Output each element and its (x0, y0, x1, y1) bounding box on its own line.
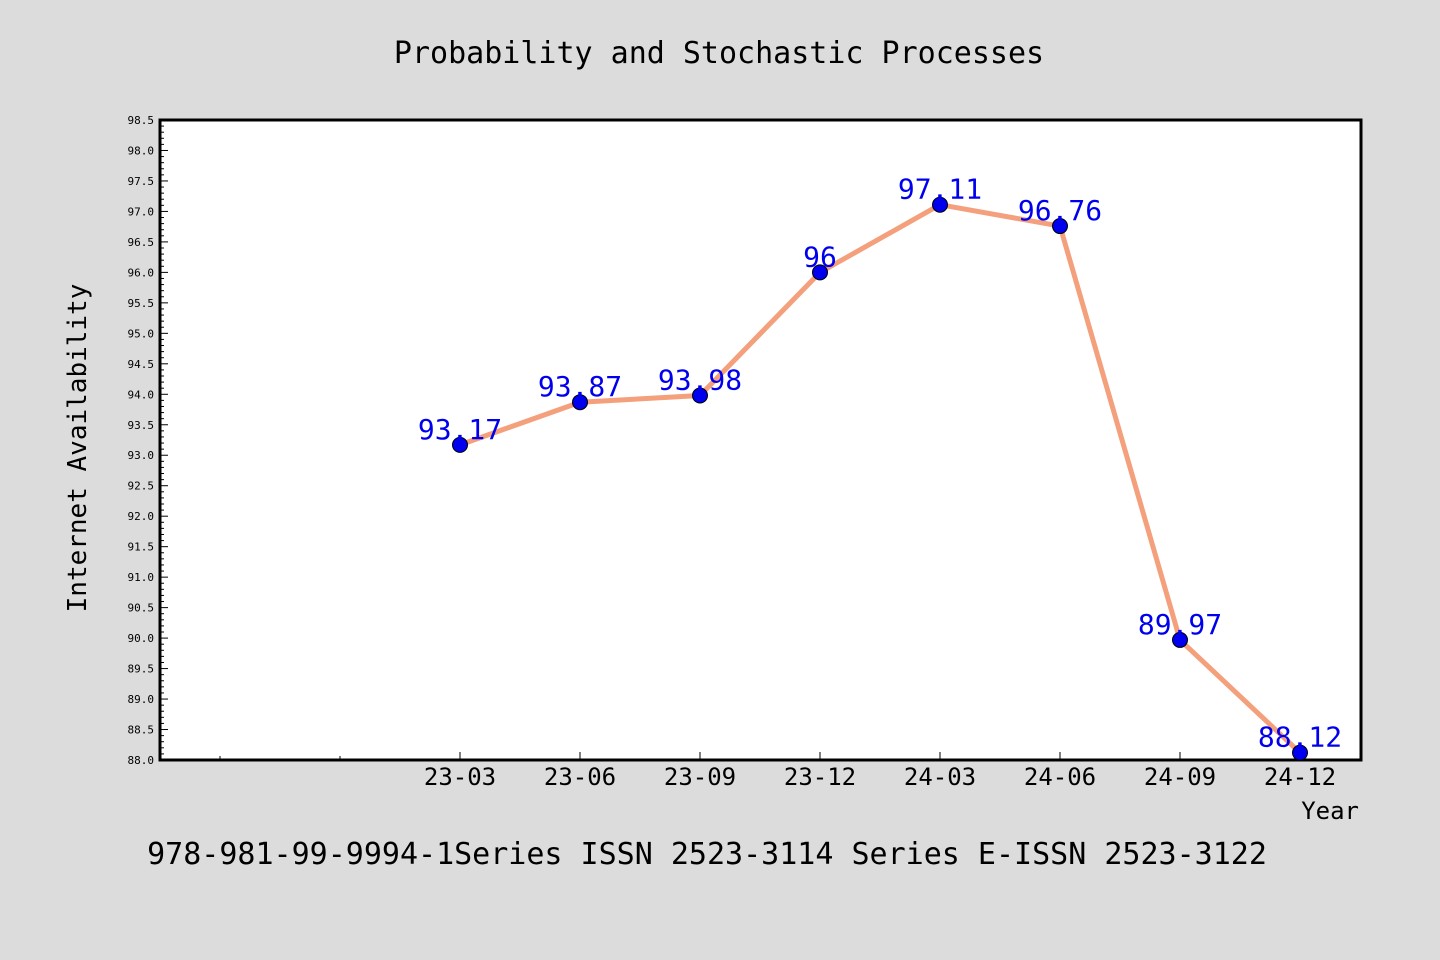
data-series: 93.17 93.87 93.98 96 97.11 96.76 89.97 88.12 (418, 173, 1342, 761)
series-line (459, 202, 1302, 755)
y-tick-label: 94.0 (128, 388, 155, 401)
data-label: 93.98 (658, 364, 742, 397)
x-tick-label: 23-12 (784, 763, 856, 791)
y-tick-label: 88.0 (128, 754, 155, 767)
x-tick-label: 23-06 (544, 763, 616, 791)
y-tick-label: 93.5 (128, 419, 155, 432)
y-tick-label: 95.5 (128, 297, 155, 310)
y-tick-label: 92.0 (128, 510, 155, 523)
y-tick-label: 90.0 (128, 632, 155, 645)
x-tick-label: 24-03 (904, 763, 976, 791)
y-tick-label: 97.5 (128, 175, 155, 188)
data-label: 93.87 (538, 370, 622, 403)
y-tick-label: 92.5 (128, 480, 155, 493)
data-label: 88.12 (1258, 721, 1342, 754)
data-point (1052, 218, 1068, 235)
y-axis: 88.0 88.5 89.0 89.5 90.0 90.5 91.0 91.5 92.0 92.5… (128, 114, 168, 767)
y-tick-label: 91.0 (128, 571, 155, 584)
x-tick-label: 24-09 (1144, 763, 1216, 791)
data-label: 96.76 (1018, 194, 1102, 227)
chart-title: Probability and Stochastic Processes (394, 36, 1044, 71)
data-point (1172, 631, 1188, 648)
footer-text: 978-981-99-9994-1Series ISSN 2523-3114 S… (147, 837, 1267, 872)
x-tick-label: 23-03 (424, 763, 496, 791)
y-tick-label: 94.5 (128, 358, 155, 371)
y-tick-label: 89.0 (128, 693, 155, 706)
y-tick-label: 96.5 (128, 236, 155, 249)
y-tick-label: 93.0 (128, 449, 155, 462)
data-point (692, 387, 708, 404)
y-tick-label: 89.5 (128, 663, 155, 676)
x-tick-label: 24-12 (1264, 763, 1336, 791)
y-tick-label: 96.0 (128, 266, 155, 279)
y-tick-label: 98.0 (128, 144, 155, 157)
y-tick-label: 95.0 (128, 327, 155, 340)
data-point (1292, 744, 1308, 761)
data-point (932, 196, 948, 213)
x-axis-label: Year (1301, 797, 1359, 825)
y-axis-label: Internet Availability (63, 284, 93, 613)
data-label: 96 (803, 240, 837, 273)
x-tick-label: 23-09 (664, 763, 736, 791)
data-label: 89.97 (1138, 608, 1222, 641)
data-point (572, 394, 588, 411)
y-tick-label: 91.5 (128, 541, 155, 554)
y-tick-label: 90.5 (128, 602, 155, 615)
y-tick-label: 97.0 (128, 205, 155, 218)
x-tick-label: 24-06 (1024, 763, 1096, 791)
data-point (812, 264, 828, 281)
plot-area (158, 118, 1363, 762)
data-label: 93.17 (418, 413, 502, 446)
y-tick-label: 98.5 (128, 114, 155, 127)
data-label: 97.11 (898, 173, 982, 206)
data-point (452, 436, 468, 453)
x-axis: 23-03 23-06 23-09 23-12 24-03 24-06 24-09 24-12 (219, 752, 1336, 791)
y-tick-label: 88.5 (128, 724, 155, 737)
